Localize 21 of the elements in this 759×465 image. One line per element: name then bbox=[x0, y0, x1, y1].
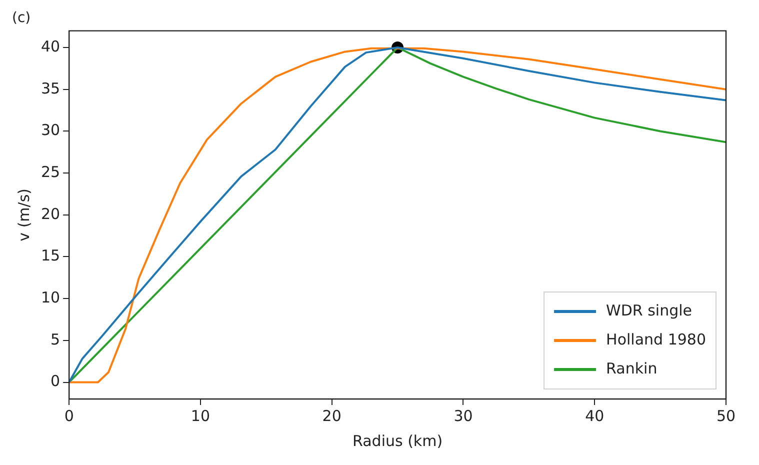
legend-label: WDR single bbox=[606, 301, 692, 320]
x-tick-label: 30 bbox=[454, 406, 473, 425]
y-tick-label: 35 bbox=[40, 79, 60, 98]
y-tick-label: 30 bbox=[40, 121, 60, 140]
x-tick-label: 50 bbox=[716, 406, 736, 425]
y-tick-label: 25 bbox=[40, 162, 60, 181]
y-tick-label: 15 bbox=[40, 246, 60, 265]
legend-label: Rankin bbox=[606, 359, 658, 378]
y-tick-label: 10 bbox=[40, 288, 60, 306]
x-tick-label: 40 bbox=[585, 406, 604, 425]
y-axis-title: v (m/s) bbox=[14, 188, 33, 242]
x-axis-title: Radius (km) bbox=[352, 432, 443, 450]
x-tick-label: 20 bbox=[322, 406, 342, 425]
y-tick-label: 0 bbox=[50, 372, 60, 390]
x-tick-label: 0 bbox=[64, 406, 74, 425]
y-tick-label: 20 bbox=[40, 204, 60, 223]
x-tick-label: 10 bbox=[190, 406, 210, 425]
y-tick-label: 5 bbox=[50, 330, 60, 348]
legend-label: Holland 1980 bbox=[606, 330, 706, 348]
chart-title: (c) bbox=[12, 10, 31, 26]
y-tick-label: 40 bbox=[40, 37, 60, 56]
